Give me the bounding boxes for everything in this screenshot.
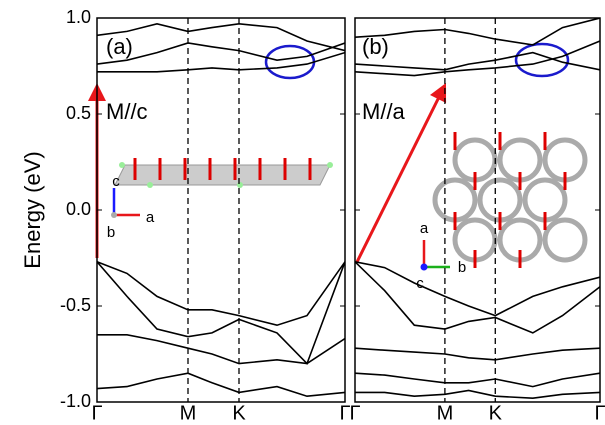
crystal-side-view xyxy=(115,158,333,188)
x-tick-label: K xyxy=(232,402,246,424)
band-line xyxy=(355,391,600,399)
band-line xyxy=(97,24,345,51)
band-line xyxy=(355,53,600,70)
band-line xyxy=(97,373,345,396)
highlight-ellipse xyxy=(266,46,314,78)
x-tick-label: Γ xyxy=(91,402,102,424)
panel-label: (b) xyxy=(362,34,389,59)
x-tick-label: M xyxy=(437,402,454,424)
y-axis-title: Energy (eV) xyxy=(20,151,45,268)
band-line xyxy=(97,43,345,64)
axis-label: b xyxy=(458,259,466,276)
axis-label: a xyxy=(146,209,155,226)
x-tick-label: Γ xyxy=(349,402,360,424)
band-line xyxy=(355,348,600,360)
band-line xyxy=(355,18,600,45)
y-tick-label: -1.0 xyxy=(60,391,91,411)
annotation: M//c xyxy=(106,99,148,124)
y-tick-label: -0.5 xyxy=(60,295,91,315)
band-line xyxy=(97,262,345,325)
highlight-ellipse xyxy=(516,44,568,76)
panel-label: (a) xyxy=(106,34,133,59)
axis-triad xyxy=(111,188,450,271)
x-tick-label: Γ xyxy=(594,402,605,424)
y-tick-label: 0.0 xyxy=(66,199,91,219)
y-tick-label: 1.0 xyxy=(66,7,91,27)
figure: c a b a b c Energy (eV) (a) M//c (b) M//… xyxy=(0,0,605,425)
axis-label: b xyxy=(107,224,115,241)
band-line xyxy=(97,262,345,364)
annotation: M//a xyxy=(362,99,406,124)
axis-label: c xyxy=(416,275,424,292)
plot-frame xyxy=(97,18,345,402)
band-line xyxy=(355,262,600,316)
band-line xyxy=(355,262,600,333)
y-tick-label: 0.5 xyxy=(66,103,91,123)
x-tick-label: M xyxy=(180,402,197,424)
axis-label: c xyxy=(112,173,120,190)
x-tick-label: K xyxy=(489,402,503,424)
crystal-top-view xyxy=(435,140,585,260)
axis-label: a xyxy=(420,220,429,237)
band-line xyxy=(355,373,600,386)
